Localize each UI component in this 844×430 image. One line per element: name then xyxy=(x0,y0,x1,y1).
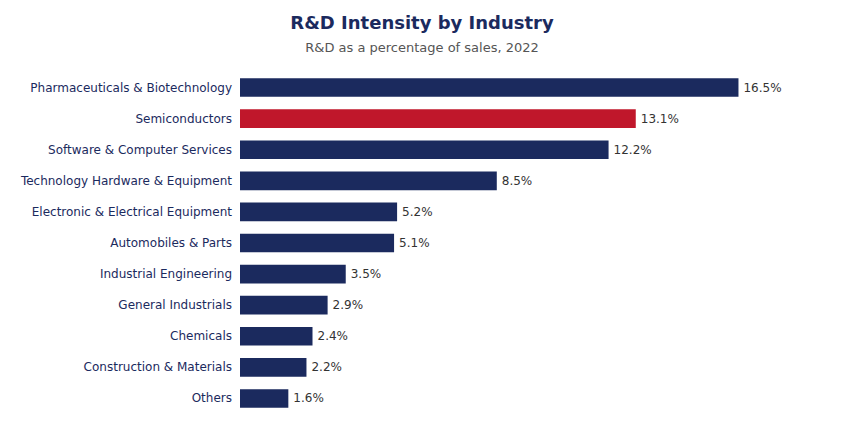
svg-text:3.5%: 3.5% xyxy=(351,267,382,281)
svg-text:Semiconductors: Semiconductors xyxy=(135,112,232,126)
svg-text:12.2%: 12.2% xyxy=(614,143,652,157)
svg-text:Electronic & Electrical Equipm: Electronic & Electrical Equipment xyxy=(32,205,233,219)
svg-text:Software & Computer Services: Software & Computer Services xyxy=(48,143,232,157)
svg-text:8.5%: 8.5% xyxy=(502,174,533,188)
svg-text:R&D as a percentage of sales,: R&D as a percentage of sales, 2022 xyxy=(305,40,539,55)
svg-text:Industrial Engineering: Industrial Engineering xyxy=(100,267,232,281)
svg-text:Construction & Materials: Construction & Materials xyxy=(84,360,232,374)
svg-text:Chemicals: Chemicals xyxy=(170,329,232,343)
svg-text:13.1%: 13.1% xyxy=(641,112,679,126)
svg-text:Others: Others xyxy=(192,391,232,405)
svg-text:Automobiles & Parts: Automobiles & Parts xyxy=(110,236,232,250)
svg-text:2.4%: 2.4% xyxy=(318,329,349,343)
svg-text:Pharmaceuticals & Biotechnolog: Pharmaceuticals & Biotechnology xyxy=(30,81,232,95)
svg-text:5.2%: 5.2% xyxy=(402,205,433,219)
svg-text:R&D Intensity by Industry: R&D Intensity by Industry xyxy=(290,12,554,33)
svg-text:16.5%: 16.5% xyxy=(743,81,781,95)
svg-text:1.6%: 1.6% xyxy=(293,391,324,405)
svg-text:5.1%: 5.1% xyxy=(399,236,430,250)
svg-text:Technology Hardware & Equipmen: Technology Hardware & Equipment xyxy=(20,174,232,188)
svg-text:General Industrials: General Industrials xyxy=(118,298,232,312)
svg-text:2.9%: 2.9% xyxy=(333,298,364,312)
svg-text:2.2%: 2.2% xyxy=(311,360,342,374)
